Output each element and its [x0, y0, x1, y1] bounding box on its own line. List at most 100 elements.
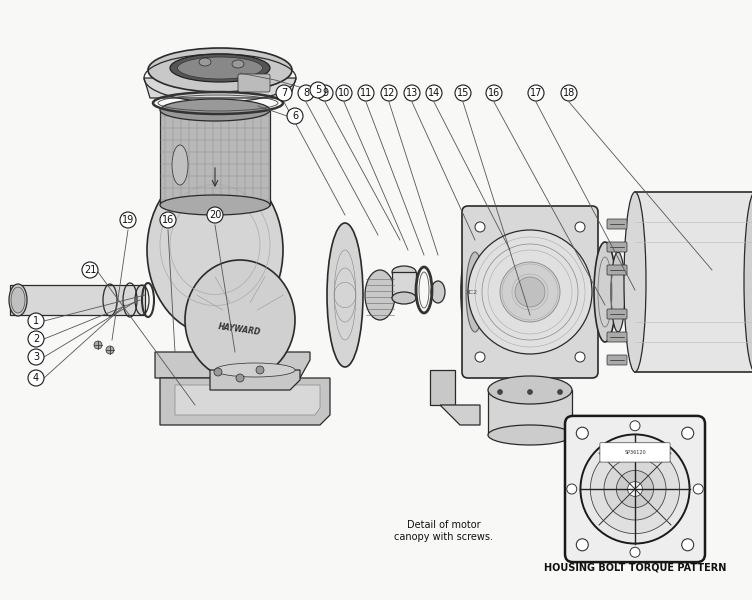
- Circle shape: [498, 389, 502, 395]
- Ellipse shape: [392, 292, 416, 304]
- Circle shape: [236, 374, 244, 382]
- FancyBboxPatch shape: [600, 443, 670, 462]
- Text: HOUSING BOLT TORQUE PATTERN: HOUSING BOLT TORQUE PATTERN: [544, 562, 726, 572]
- Circle shape: [590, 445, 680, 533]
- Polygon shape: [210, 370, 300, 390]
- Text: HAYWARD: HAYWARD: [218, 323, 262, 337]
- Text: SP36120: SP36120: [624, 450, 646, 455]
- Circle shape: [500, 262, 560, 322]
- Circle shape: [28, 313, 44, 329]
- Polygon shape: [392, 272, 416, 298]
- Ellipse shape: [466, 252, 484, 332]
- Circle shape: [358, 85, 374, 101]
- Ellipse shape: [170, 54, 270, 82]
- Ellipse shape: [392, 266, 416, 278]
- Ellipse shape: [160, 99, 270, 121]
- Circle shape: [628, 482, 642, 496]
- Text: 7: 7: [281, 88, 287, 98]
- Circle shape: [561, 85, 577, 101]
- Ellipse shape: [9, 284, 27, 316]
- Text: 18: 18: [563, 88, 575, 98]
- Circle shape: [682, 427, 693, 439]
- Text: Detail of motor
canopy with screws.: Detail of motor canopy with screws.: [394, 520, 493, 542]
- Circle shape: [575, 352, 585, 362]
- Ellipse shape: [148, 48, 292, 92]
- Circle shape: [575, 222, 585, 232]
- Circle shape: [426, 85, 442, 101]
- Circle shape: [28, 331, 44, 347]
- FancyBboxPatch shape: [607, 242, 627, 252]
- Text: 17: 17: [530, 88, 542, 98]
- Circle shape: [455, 85, 471, 101]
- FancyBboxPatch shape: [238, 74, 270, 92]
- Circle shape: [120, 212, 136, 228]
- Ellipse shape: [744, 192, 752, 372]
- Text: 15: 15: [456, 88, 469, 98]
- Circle shape: [630, 547, 640, 557]
- Ellipse shape: [327, 223, 363, 367]
- FancyBboxPatch shape: [565, 416, 705, 562]
- Polygon shape: [10, 285, 145, 315]
- Text: 13: 13: [406, 88, 418, 98]
- Polygon shape: [175, 385, 320, 415]
- Polygon shape: [635, 192, 752, 372]
- Ellipse shape: [172, 145, 188, 185]
- Polygon shape: [488, 390, 572, 435]
- Polygon shape: [155, 352, 310, 378]
- Circle shape: [317, 85, 333, 101]
- Circle shape: [160, 212, 176, 228]
- Text: 20: 20: [209, 210, 221, 220]
- Ellipse shape: [624, 192, 646, 372]
- Polygon shape: [144, 78, 296, 98]
- Text: 2: 2: [33, 334, 39, 344]
- Circle shape: [82, 262, 98, 278]
- Circle shape: [287, 108, 303, 124]
- Ellipse shape: [232, 60, 244, 68]
- Circle shape: [207, 207, 223, 223]
- Ellipse shape: [365, 270, 395, 320]
- Ellipse shape: [215, 363, 295, 377]
- Ellipse shape: [11, 287, 25, 313]
- Text: 8: 8: [303, 88, 309, 98]
- Circle shape: [604, 458, 666, 520]
- Circle shape: [567, 484, 577, 494]
- Polygon shape: [440, 405, 480, 425]
- Circle shape: [515, 277, 545, 307]
- Ellipse shape: [185, 260, 295, 380]
- Text: 14: 14: [428, 88, 440, 98]
- Text: 5: 5: [315, 85, 321, 95]
- Ellipse shape: [488, 376, 572, 404]
- Ellipse shape: [461, 237, 489, 347]
- Text: XC2: XC2: [466, 289, 478, 295]
- Text: 9: 9: [322, 88, 328, 98]
- Circle shape: [617, 470, 653, 508]
- Circle shape: [28, 370, 44, 386]
- Polygon shape: [430, 370, 455, 405]
- Text: 4: 4: [33, 373, 39, 383]
- Ellipse shape: [594, 242, 616, 342]
- FancyBboxPatch shape: [607, 265, 627, 275]
- Ellipse shape: [177, 57, 262, 79]
- Text: 1: 1: [33, 316, 39, 326]
- Text: 6: 6: [292, 111, 298, 121]
- Circle shape: [214, 368, 222, 376]
- Ellipse shape: [431, 281, 445, 303]
- Text: 10: 10: [338, 88, 350, 98]
- Circle shape: [693, 484, 703, 494]
- Circle shape: [310, 82, 326, 98]
- Circle shape: [256, 366, 264, 374]
- Circle shape: [528, 85, 544, 101]
- FancyBboxPatch shape: [607, 332, 627, 342]
- Circle shape: [468, 230, 592, 354]
- Text: 3: 3: [33, 352, 39, 362]
- Circle shape: [682, 539, 693, 551]
- Circle shape: [276, 85, 292, 101]
- Circle shape: [94, 341, 102, 349]
- Text: 16: 16: [488, 88, 500, 98]
- Circle shape: [106, 346, 114, 354]
- Ellipse shape: [488, 425, 572, 445]
- Text: 11: 11: [360, 88, 372, 98]
- FancyBboxPatch shape: [462, 206, 598, 378]
- FancyBboxPatch shape: [607, 219, 627, 229]
- Circle shape: [336, 85, 352, 101]
